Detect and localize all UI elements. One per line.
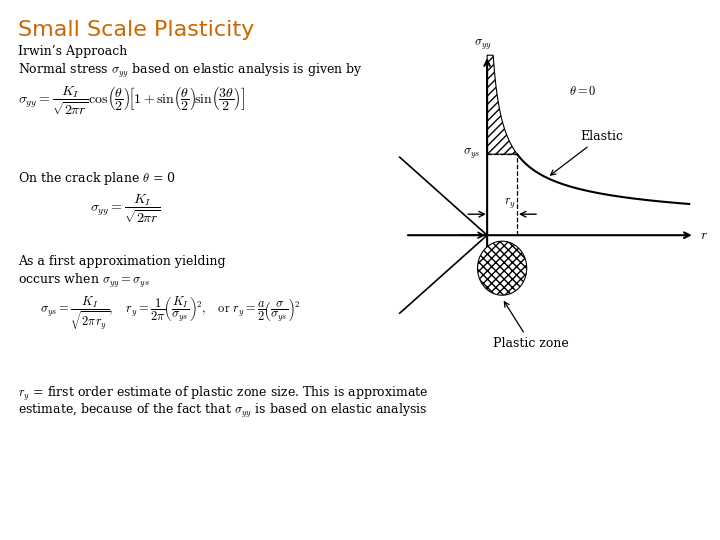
Polygon shape <box>487 55 517 154</box>
Text: $\sigma_{yy}$: $\sigma_{yy}$ <box>474 38 492 52</box>
Polygon shape <box>477 241 527 295</box>
Text: $r_y$: $r_y$ <box>505 196 516 211</box>
Text: Plastic zone: Plastic zone <box>493 302 569 350</box>
Text: occurs when $\sigma_{yy} = \sigma_{ys}$: occurs when $\sigma_{yy} = \sigma_{ys}$ <box>18 272 150 290</box>
Text: $\sigma_{ys} = \dfrac{K_I}{\sqrt{2\pi r_y}},\quad r_y = \dfrac{1}{2\pi}\!\left(\: $\sigma_{ys} = \dfrac{K_I}{\sqrt{2\pi r_… <box>40 295 300 333</box>
Text: $r$: $r$ <box>700 228 708 242</box>
Text: $\sigma_{yy} = \dfrac{K_I}{\sqrt{2\pi r}}\cos\!\left(\dfrac{\theta}{2}\right)\!\: $\sigma_{yy} = \dfrac{K_I}{\sqrt{2\pi r}… <box>18 84 246 117</box>
Text: $\sigma_{yy} = \dfrac{K_I}{\sqrt{2\pi r}}$: $\sigma_{yy} = \dfrac{K_I}{\sqrt{2\pi r}… <box>90 192 161 225</box>
Text: Elastic: Elastic <box>551 130 623 175</box>
Text: $\sigma_{ys}$: $\sigma_{ys}$ <box>464 147 480 161</box>
Text: $\theta = 0$: $\theta = 0$ <box>569 85 597 98</box>
Text: Normal stress $\sigma_{yy}$ based on elastic analysis is given by: Normal stress $\sigma_{yy}$ based on ela… <box>18 62 363 80</box>
Text: estimate, because of the fact that $\sigma_{yy}$ is based on elastic analysis: estimate, because of the fact that $\sig… <box>18 402 428 420</box>
Text: $r_y$ = first order estimate of plastic zone size. This is approximate: $r_y$ = first order estimate of plastic … <box>18 385 428 403</box>
Text: On the crack plane $\theta$ = 0: On the crack plane $\theta$ = 0 <box>18 170 176 187</box>
Text: Irwin’s Approach: Irwin’s Approach <box>18 45 127 58</box>
Text: As a first approximation yielding: As a first approximation yielding <box>18 255 225 268</box>
Text: Small Scale Plasticity: Small Scale Plasticity <box>18 20 254 40</box>
